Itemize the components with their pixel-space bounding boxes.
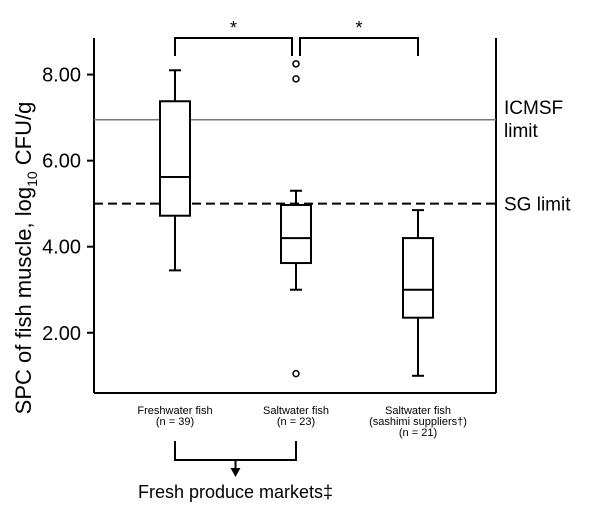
- category-labels: Freshwater fish(n = 39)Saltwater fish(n …: [137, 405, 467, 439]
- significance-bracket: [174, 37, 293, 56]
- significance-marker: *: [230, 18, 237, 38]
- interquartile-box: [159, 100, 191, 217]
- axes: 2.00 4.00 6.00 8.00: [42, 38, 497, 394]
- x-category-label: (sashimi suppliers†): [369, 416, 467, 428]
- reference-line-label: ICMSF: [504, 98, 563, 119]
- outlier-point: [292, 75, 300, 83]
- x-category-label: Saltwater fish: [385, 405, 451, 417]
- outlier-point: [292, 369, 300, 378]
- boxes: [159, 60, 434, 378]
- box-3: [402, 209, 434, 377]
- grouping-arrow-head: [230, 468, 241, 477]
- significance-bracket: [299, 37, 419, 56]
- interquartile-box: [402, 237, 434, 319]
- y-tick-label: 4.00: [42, 237, 81, 259]
- significance-marker: *: [355, 18, 362, 38]
- x-category-label: Freshwater fish: [137, 405, 212, 417]
- grouping-bracket: [174, 441, 297, 461]
- grouping-annotation: Fresh produce markets‡: [138, 441, 333, 502]
- x-category-label: (n = 39): [156, 416, 194, 428]
- reference-line-label: limit: [504, 121, 538, 142]
- significance-brackets: * *: [174, 18, 419, 56]
- y-tick-label: 2.00: [42, 323, 81, 345]
- x-category-label: Saltwater fish: [263, 405, 329, 417]
- y-tick-label: 6.00: [42, 151, 81, 173]
- x-category-label: (n = 21): [399, 427, 437, 439]
- reference-line-label: SG limit: [504, 195, 571, 216]
- x-category-label: (n = 23): [277, 416, 315, 428]
- box-1: [159, 69, 191, 272]
- box-2: [280, 60, 312, 378]
- y-axis-label: SPC of fish muscle, log10 CFU/g: [11, 102, 40, 415]
- interquartile-box: [280, 203, 312, 265]
- grouping-label: Fresh produce markets‡: [138, 482, 333, 502]
- outlier-point: [292, 60, 300, 68]
- y-tick-label: 8.00: [42, 65, 81, 87]
